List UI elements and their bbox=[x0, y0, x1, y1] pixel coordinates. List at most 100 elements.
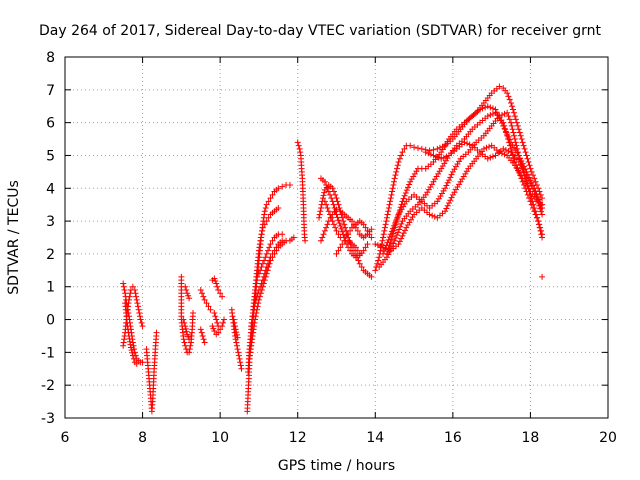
data-point bbox=[535, 221, 542, 228]
data-point bbox=[290, 234, 297, 241]
data-point bbox=[199, 332, 206, 339]
data-point bbox=[253, 296, 260, 303]
data-point bbox=[445, 177, 452, 184]
data-point bbox=[263, 250, 270, 257]
y-axis-label: SDTVAR / TECUs bbox=[6, 180, 22, 295]
data-point bbox=[509, 126, 516, 133]
x-tick-label: 10 bbox=[211, 430, 229, 446]
data-point bbox=[324, 185, 331, 192]
data-point bbox=[502, 128, 509, 135]
data-point bbox=[302, 237, 309, 244]
data-point bbox=[388, 236, 395, 243]
data-point bbox=[506, 96, 513, 103]
data-point bbox=[395, 241, 402, 248]
x-tick-label: 14 bbox=[366, 430, 384, 446]
data-point bbox=[200, 336, 207, 343]
data-point bbox=[120, 280, 127, 287]
data-point bbox=[132, 290, 139, 297]
data-point bbox=[364, 227, 371, 234]
data-point bbox=[413, 168, 420, 175]
data-point bbox=[426, 147, 433, 154]
data-point bbox=[261, 208, 268, 215]
data-point bbox=[136, 309, 143, 316]
data-point bbox=[356, 250, 363, 257]
data-point bbox=[358, 264, 365, 271]
data-point bbox=[432, 176, 439, 183]
data-point bbox=[501, 125, 508, 132]
data-point bbox=[392, 221, 399, 228]
data-point bbox=[379, 237, 386, 244]
x-tick-label: 18 bbox=[522, 430, 540, 446]
data-point bbox=[238, 365, 245, 372]
data-point bbox=[294, 139, 301, 146]
data-point bbox=[523, 152, 530, 159]
data-point bbox=[323, 181, 330, 188]
data-point bbox=[337, 223, 344, 230]
data-point bbox=[183, 328, 190, 335]
y-tick-label: -1 bbox=[41, 345, 55, 361]
data-point bbox=[212, 313, 219, 320]
data-point bbox=[329, 198, 336, 205]
data-point bbox=[324, 221, 331, 228]
data-point bbox=[321, 178, 328, 185]
data-point bbox=[536, 202, 543, 209]
data-point bbox=[500, 122, 507, 129]
data-point bbox=[251, 303, 258, 310]
data-point bbox=[126, 293, 133, 300]
data-point bbox=[186, 349, 193, 356]
data-point bbox=[336, 220, 343, 227]
data-point bbox=[456, 181, 463, 188]
data-point bbox=[233, 331, 240, 338]
data-point bbox=[399, 149, 406, 156]
data-point bbox=[406, 181, 413, 188]
data-point bbox=[125, 296, 132, 303]
data-point bbox=[445, 200, 452, 207]
data-point bbox=[539, 273, 546, 280]
data-point bbox=[517, 132, 524, 139]
data-point bbox=[360, 247, 367, 254]
data-point bbox=[447, 174, 454, 181]
data-point bbox=[526, 177, 533, 184]
data-point bbox=[537, 227, 544, 234]
data-point bbox=[329, 185, 336, 192]
data-point bbox=[391, 178, 398, 185]
data-point bbox=[327, 211, 334, 218]
data-point bbox=[383, 250, 390, 257]
data-point bbox=[398, 152, 405, 159]
data-point bbox=[501, 110, 508, 117]
data-point bbox=[443, 182, 450, 189]
data-point bbox=[425, 150, 432, 157]
data-point bbox=[382, 221, 389, 228]
data-point bbox=[438, 190, 445, 197]
data-point bbox=[328, 195, 335, 202]
data-point bbox=[395, 229, 402, 236]
data-point bbox=[258, 231, 265, 238]
data-point bbox=[339, 241, 346, 248]
data-point bbox=[443, 153, 450, 160]
data-point bbox=[504, 109, 511, 116]
data-point bbox=[533, 194, 540, 201]
data-point bbox=[447, 197, 454, 204]
data-point bbox=[386, 242, 393, 249]
data-point bbox=[539, 234, 546, 241]
data-point bbox=[500, 145, 507, 152]
data-point bbox=[484, 155, 491, 162]
data-point bbox=[323, 201, 330, 208]
y-tick-label: 8 bbox=[46, 50, 55, 66]
data-point bbox=[135, 303, 142, 310]
data-point bbox=[531, 175, 538, 182]
y-tick-label: 4 bbox=[46, 181, 55, 197]
data-point bbox=[237, 362, 244, 369]
data-point bbox=[232, 323, 239, 330]
data-point bbox=[529, 198, 536, 205]
data-point bbox=[213, 316, 220, 323]
data-point bbox=[516, 129, 523, 136]
data-point bbox=[376, 254, 383, 261]
data-point bbox=[134, 300, 141, 307]
data-point bbox=[129, 349, 136, 356]
data-point bbox=[199, 290, 206, 297]
data-point bbox=[394, 162, 401, 169]
data-point bbox=[496, 149, 503, 156]
data-point bbox=[267, 195, 274, 202]
data-point bbox=[214, 319, 221, 326]
